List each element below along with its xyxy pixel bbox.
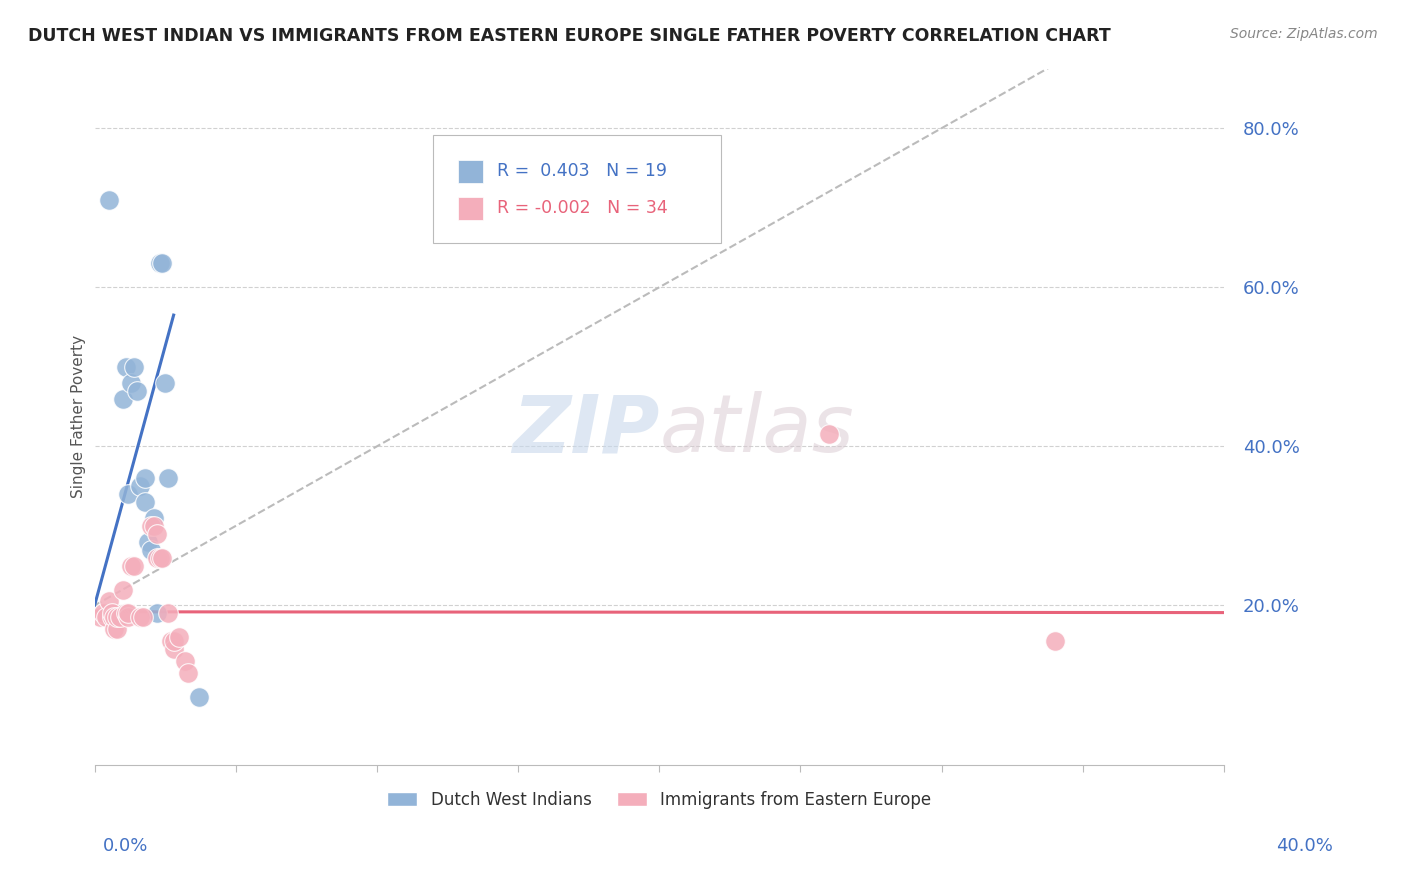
Text: 40.0%: 40.0%: [1277, 837, 1333, 855]
Point: [105, 622, 128, 636]
Text: ZIP: ZIP: [512, 392, 659, 469]
Text: R = -0.002   N = 34: R = -0.002 N = 34: [496, 199, 668, 217]
Point: [100, 607, 122, 621]
Point: [89, 610, 111, 624]
Point: [114, 607, 136, 621]
Point: [159, 634, 181, 648]
Legend: Dutch West Indians, Immigrants from Eastern Europe: Dutch West Indians, Immigrants from East…: [381, 784, 938, 815]
Point: [153, 376, 176, 390]
Point: [103, 610, 125, 624]
Point: [125, 384, 148, 398]
Point: [174, 654, 197, 668]
Y-axis label: Single Father Poverty: Single Father Poverty: [72, 335, 86, 498]
Point: [128, 479, 150, 493]
Point: [177, 666, 200, 681]
Point: [108, 610, 131, 624]
Point: [91, 607, 114, 621]
Point: [131, 610, 153, 624]
Point: [114, 359, 136, 374]
Point: [94, 610, 117, 624]
Point: [100, 610, 122, 624]
FancyBboxPatch shape: [458, 161, 484, 184]
Point: [136, 534, 159, 549]
Point: [150, 550, 173, 565]
Point: [145, 607, 167, 621]
FancyBboxPatch shape: [433, 135, 721, 243]
Point: [145, 526, 167, 541]
Point: [817, 427, 839, 442]
Point: [122, 359, 145, 374]
Point: [142, 519, 165, 533]
Point: [169, 630, 191, 644]
Point: [139, 542, 162, 557]
Point: [122, 558, 145, 573]
Text: DUTCH WEST INDIAN VS IMMIGRANTS FROM EASTERN EUROPE SINGLE FATHER POVERTY CORREL: DUTCH WEST INDIAN VS IMMIGRANTS FROM EAS…: [28, 27, 1111, 45]
Point: [156, 607, 179, 621]
Point: [142, 511, 165, 525]
Point: [117, 607, 139, 621]
Point: [148, 256, 170, 270]
Point: [111, 582, 134, 597]
Point: [148, 550, 170, 565]
Point: [97, 193, 120, 207]
Point: [139, 519, 162, 533]
Point: [103, 622, 125, 636]
Point: [162, 642, 184, 657]
Point: [120, 558, 142, 573]
Text: atlas: atlas: [659, 392, 853, 469]
Point: [156, 471, 179, 485]
Point: [134, 495, 156, 509]
Text: 0.0%: 0.0%: [103, 837, 148, 855]
Point: [117, 487, 139, 501]
Point: [120, 376, 142, 390]
Text: R =  0.403   N = 19: R = 0.403 N = 19: [496, 161, 666, 180]
Point: [117, 610, 139, 624]
Point: [134, 471, 156, 485]
Text: Source: ZipAtlas.com: Source: ZipAtlas.com: [1230, 27, 1378, 41]
Point: [188, 690, 211, 704]
Point: [150, 256, 173, 270]
Point: [105, 610, 128, 624]
Point: [111, 392, 134, 406]
Point: [162, 634, 184, 648]
Point: [1043, 634, 1066, 648]
Point: [128, 610, 150, 624]
Point: [97, 594, 120, 608]
Point: [145, 550, 167, 565]
FancyBboxPatch shape: [458, 197, 484, 220]
